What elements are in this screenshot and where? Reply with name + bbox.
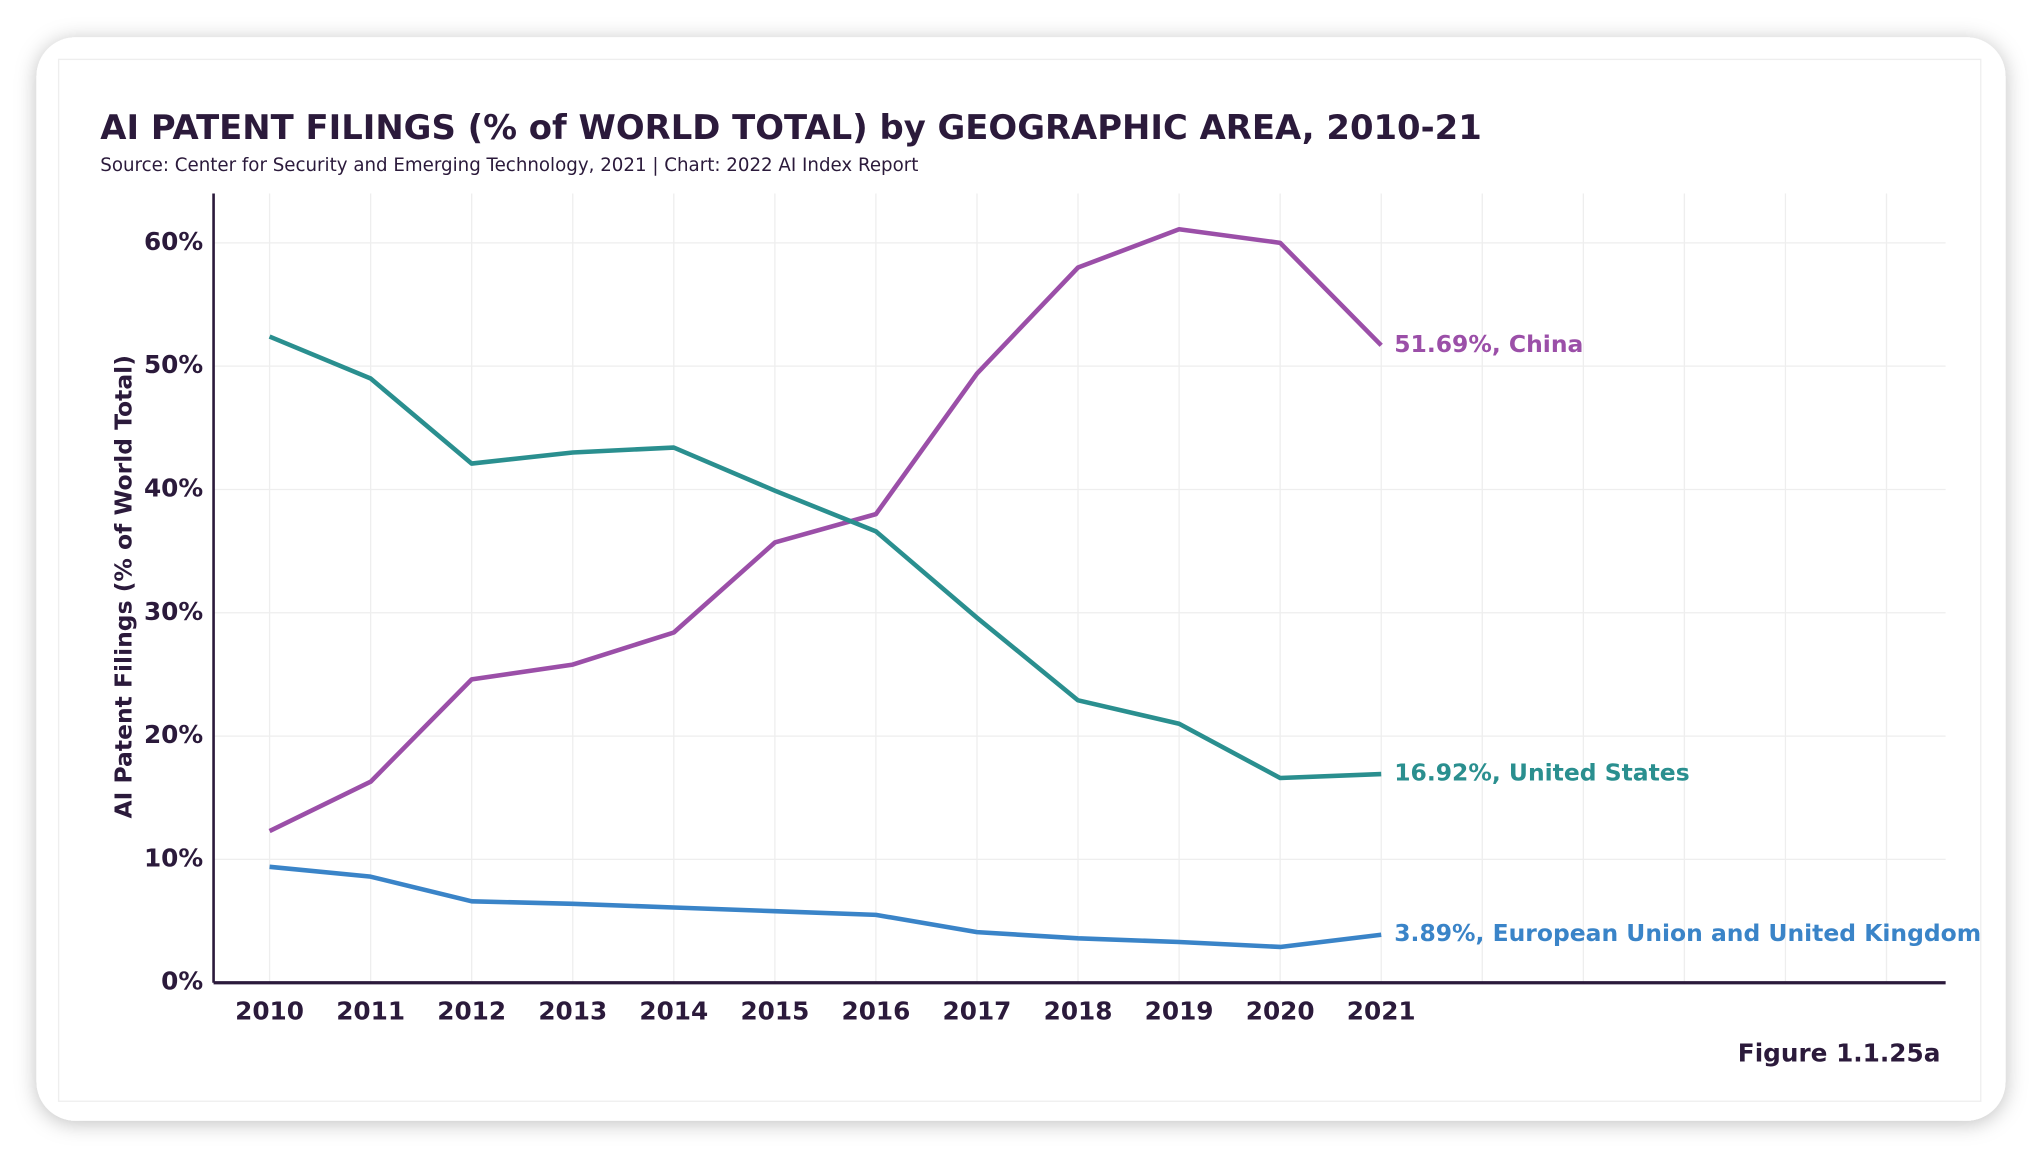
x-tick-label: 2015 [740, 997, 809, 1026]
x-tick-label: 2018 [1044, 997, 1113, 1026]
value-label: 16.92%, United States [1394, 759, 1689, 787]
y-tick-label: 0% [161, 967, 203, 996]
x-tick-label: 2011 [336, 997, 405, 1026]
y-tick-label: 30% [144, 597, 203, 626]
y-tick-label: 60% [144, 227, 203, 256]
x-tick-label: 2010 [235, 997, 304, 1026]
x-tick-label: 2012 [437, 997, 506, 1026]
plot: 0% 10% 20% 30% 40% 50% 60% 2010 2011 2012 2013 2014… [144, 193, 1981, 1026]
y-tick-label: 50% [144, 350, 203, 379]
x-tick-label: 2016 [842, 997, 911, 1026]
x-tick-label: 2020 [1246, 997, 1315, 1026]
series-line [268, 334, 1382, 781]
x-tick-label: 2013 [538, 997, 607, 1026]
value-label: 51.69%, China [1394, 330, 1583, 358]
y-tick-label: 10% [144, 843, 203, 872]
value-label: 3.89%, European Union and United Kingdom [1394, 919, 1981, 947]
y-tick-label: 40% [144, 473, 203, 502]
figure-label: Figure 1.1.25a [1738, 1038, 1941, 1067]
series-line [269, 864, 1382, 950]
series-line [268, 227, 1383, 834]
chart-title: AI PATENT FILINGS (% of WORLD TOTAL) by … [100, 108, 1481, 147]
x-tick-label: 2017 [943, 997, 1012, 1026]
x-tick-label: 2014 [639, 997, 708, 1026]
x-tick-label: 2021 [1347, 997, 1416, 1026]
y-tick-label: 20% [144, 720, 203, 749]
chart-subtitle: Source: Center for Security and Emerging… [100, 155, 918, 176]
panel [57, 58, 1982, 1102]
x-tick-label: 2019 [1145, 997, 1214, 1026]
y-axis-label: AI Patent Filings (% of World Total) [110, 355, 138, 818]
